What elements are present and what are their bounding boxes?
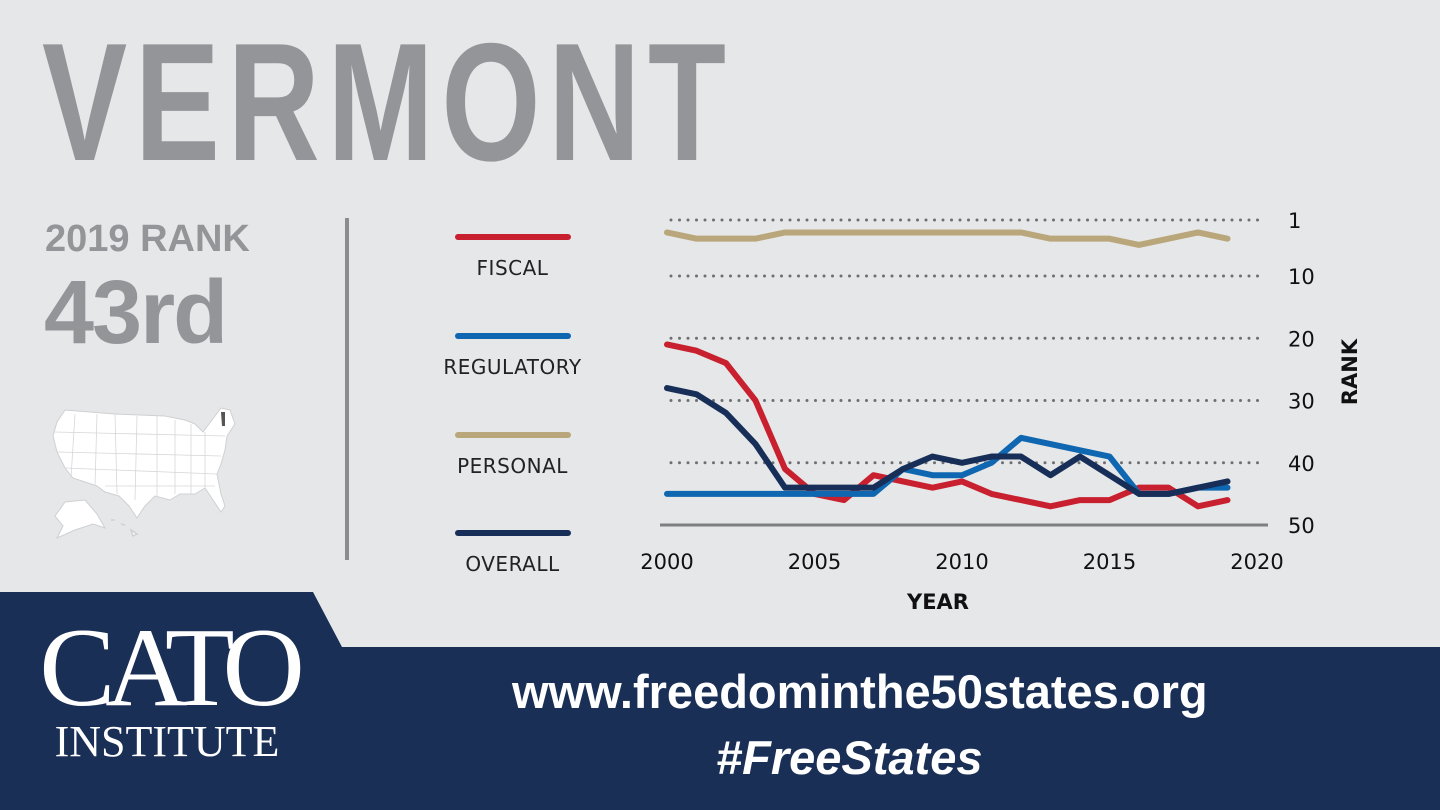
legend-label: FISCAL [476,256,549,280]
us-map-icon [52,407,236,540]
y-tick-label: 30 [1288,390,1315,414]
legend-overall: OVERALL [430,530,595,576]
x-tick-label: 2005 [788,550,841,574]
divider [345,218,349,560]
rank-value: 43rd [44,263,228,363]
rank-label: 2019 RANK [45,218,250,260]
legend-swatch [454,333,571,339]
logo-top: CATO [39,606,305,730]
y-tick-label: 50 [1288,514,1315,538]
legend-personal: PERSONAL [430,432,595,478]
x-tick-label: 2010 [935,550,988,574]
series-line-personal [664,229,1231,248]
cato-logo: CATO INSTITUTE [32,606,305,766]
legend-label: OVERALL [465,552,560,576]
y-tick-label: 40 [1288,452,1315,476]
vermont-highlight [221,412,225,426]
x-tick-label: 2015 [1083,550,1136,574]
y-axis-title: RANK [1338,338,1362,405]
y-tick-label: 10 [1288,265,1315,289]
series-line-overall [664,385,1231,497]
legend-swatch [454,234,571,240]
y-tick-label: 20 [1288,327,1315,351]
hawaii-shape [111,519,139,538]
legend-label: REGULATORY [443,355,582,379]
rank-chart: 1 10 20 30 40 50 2000 2005 2010 2015 2020 YEAR RAN… [640,209,1362,614]
hashtag: #FreeStates [716,731,983,784]
y-tick-label: 1 [1288,209,1301,233]
state-title: VERMONT [42,8,734,196]
legend-regulatory: REGULATORY [430,333,595,379]
legend-fiscal: FISCAL [430,234,595,280]
logo-bottom: INSTITUTE [54,717,280,766]
legend-swatch [454,432,571,438]
alaska-shape [54,499,107,540]
website-link[interactable]: www.freedominthe50states.org [512,665,1208,718]
series-line-fiscal [664,341,1231,510]
legend-label: PERSONAL [457,454,568,478]
x-tick-label: 2000 [640,550,693,574]
legend-swatch [454,530,571,536]
x-axis-title: YEAR [906,590,969,614]
x-tick-label: 2020 [1230,550,1283,574]
